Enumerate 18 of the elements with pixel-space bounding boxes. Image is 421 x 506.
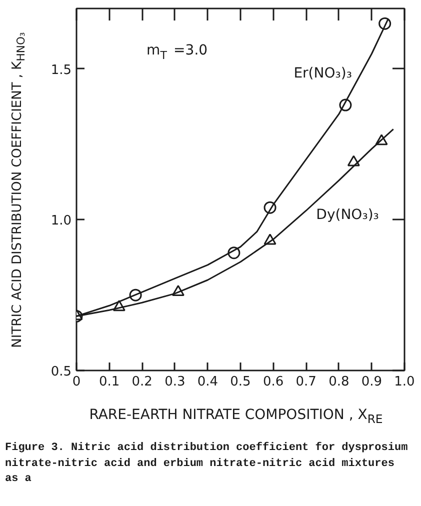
caption: Figure 3. Nitric acid distribution coefficient for dysprosium nitrate-nitric acid and erbium nitrate-nitric acid mixtures as a (5, 441, 409, 488)
x-tick-label: 0 (72, 374, 81, 390)
y-tick-label: 0.5 (50, 364, 72, 380)
x-tick-label: 0.5 (230, 374, 251, 390)
x-tick-label: 0.4 (197, 374, 218, 390)
series-label: Er(NO₃)₃ (294, 66, 352, 82)
y-tick-label: 1.0 (50, 214, 72, 229)
x-tick-label: 0.2 (132, 374, 152, 390)
x-tick-label: 0.7 (296, 374, 316, 390)
x-tick-label: 1.0 (394, 374, 415, 390)
x-tick-label: 0.1 (98, 374, 120, 390)
legend-label: Dy(NO₃)₃ (316, 207, 379, 224)
x-tick-label: 0.3 (164, 374, 186, 390)
y-tick-label: 1.5 (50, 62, 72, 78)
x-tick-label: 0.6 (262, 374, 284, 390)
x-tick-label: 0.9 (361, 374, 382, 390)
x-axis-title: RARE-EARTH NITRATE COMPOSITION , X$_{RE}$ (88, 406, 384, 428)
x-tick-label: 0.8 (328, 374, 350, 390)
